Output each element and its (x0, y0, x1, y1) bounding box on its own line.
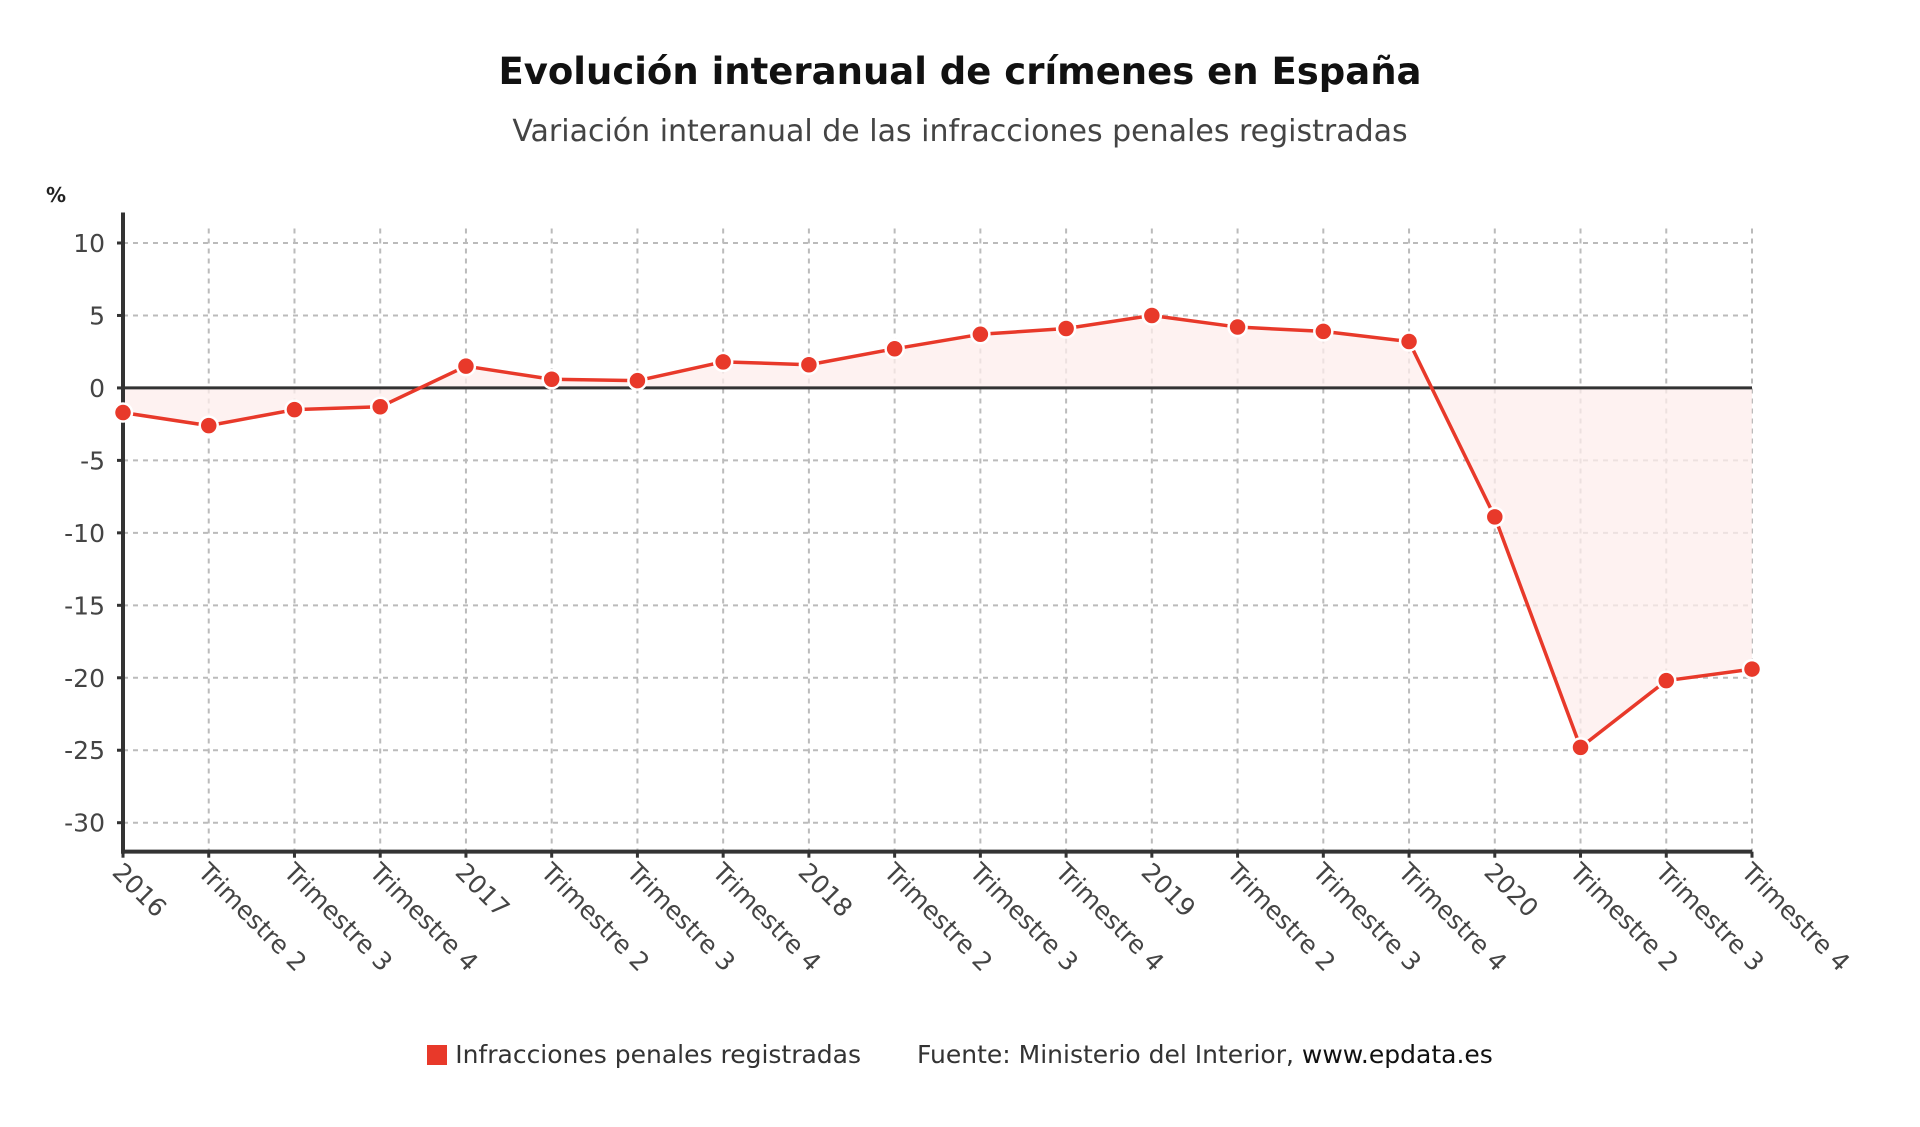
data-point[interactable] (1313, 321, 1334, 342)
x-tick-label: 2019 (1136, 857, 1201, 922)
series-polyline (122, 313, 1753, 750)
data-point[interactable] (712, 351, 734, 373)
y-axis-unit-label: % (46, 183, 66, 207)
data-point[interactable] (1741, 658, 1763, 680)
data-point[interactable] (1656, 670, 1677, 691)
series-line (122, 313, 1753, 750)
data-point[interactable] (1227, 316, 1248, 338)
data-point[interactable] (884, 338, 905, 360)
legend: Infracciones penales registradas Fuente: … (0, 1040, 1920, 1069)
y-tick-label: -10 (64, 519, 105, 548)
data-point[interactable] (798, 354, 820, 375)
axes (117, 212, 1754, 858)
data-point[interactable] (1398, 331, 1420, 352)
data-point[interactable] (455, 355, 477, 377)
source-prefix: Fuente: Ministerio del Interior, (917, 1040, 1294, 1069)
y-tick-label: 0 (89, 374, 105, 403)
data-point[interactable] (112, 402, 134, 423)
data-point[interactable] (1055, 318, 1077, 339)
y-tick-labels: 10 5 0 -5 -10 -15 -20 -25 -30 (64, 229, 105, 838)
data-point[interactable] (198, 415, 219, 436)
data-point[interactable] (1141, 305, 1163, 326)
chart-title: Evolución interanual de crímenes en Espa… (498, 50, 1422, 93)
data-point[interactable] (369, 396, 391, 418)
chart-subtitle: Variación interanual de las infracciones… (512, 114, 1408, 149)
data-point[interactable] (970, 324, 991, 345)
area-under-line (123, 315, 1752, 748)
y-tick-label: -25 (64, 736, 105, 765)
data-point[interactable] (284, 399, 305, 420)
y-tick-label: -5 (80, 446, 105, 475)
data-point[interactable] (541, 368, 562, 390)
data-point[interactable] (1570, 737, 1591, 758)
source-url[interactable]: www.epdata.es (1301, 1040, 1493, 1069)
data-point[interactable] (1484, 506, 1506, 528)
legend-series-label: Infracciones penales registradas (455, 1040, 862, 1069)
y-tick-label: 10 (73, 229, 105, 258)
x-tick-label: 2016 (107, 857, 172, 922)
legend-swatch-icon (427, 1045, 448, 1065)
y-tick-label: -20 (64, 664, 105, 693)
x-tick-label: 2018 (793, 857, 858, 922)
area-fill (123, 315, 1752, 748)
y-tick-label: -30 (64, 809, 105, 838)
y-tick-label: -15 (64, 591, 105, 620)
x-tick-label: 2020 (1479, 857, 1544, 922)
series-points (112, 305, 1763, 758)
y-tick-label: 5 (89, 301, 105, 330)
data-point[interactable] (627, 370, 648, 391)
x-tick-label: 2017 (450, 857, 515, 922)
